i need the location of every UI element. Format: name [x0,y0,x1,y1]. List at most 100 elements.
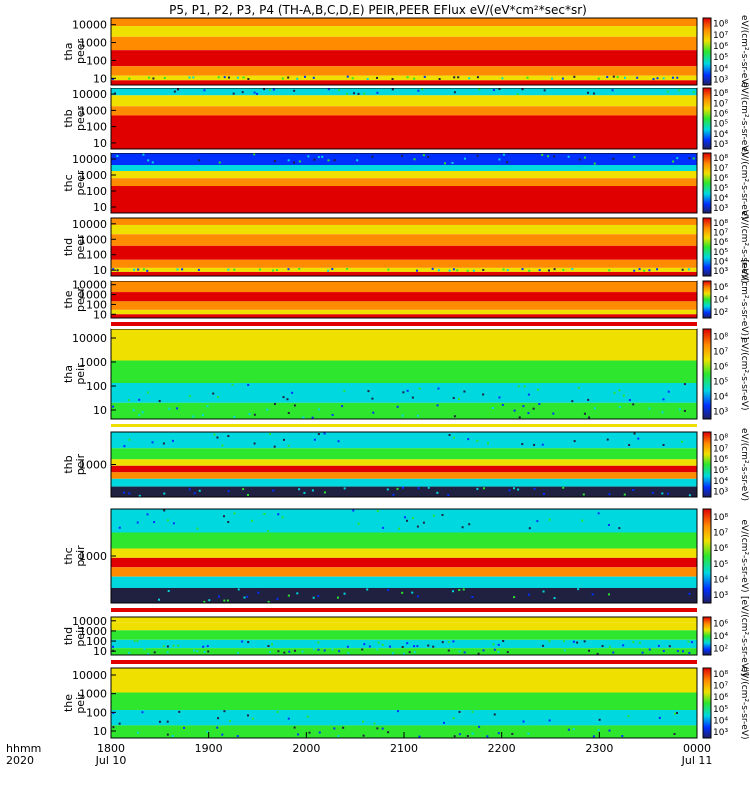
noise-speck [251,519,254,522]
noise-speck [577,732,580,735]
y-tick-label: 1000 [79,233,107,246]
noise-speck [356,406,359,409]
spectrogram-band [111,448,697,460]
noise-speck [218,161,221,164]
noise-speck [547,269,550,272]
spectrogram-band [111,472,697,479]
noise-speck [418,387,421,390]
noise-speck [291,391,294,394]
colorbar-label: eV/(cm²-s-sr-eV) [739,15,749,88]
spectrogram-band [111,402,697,419]
noise-speck [456,269,459,272]
noise-speck [287,594,290,597]
noise-speck [582,440,585,443]
y-tick-label: 1000 [79,550,107,563]
x-tick-label: 2300 [585,742,613,755]
noise-speck [463,651,466,654]
noise-speck [317,156,320,159]
panel-probe-label: thd [62,238,75,256]
noise-speck [458,589,461,592]
noise-speck [496,494,499,497]
colorbar [702,328,712,420]
y-tick-label: 10000 [72,669,107,682]
y-tick-label: 10000 [72,615,107,628]
noise-speck [673,733,676,736]
noise-speck [248,413,251,416]
noise-speck [441,641,444,644]
spectrogram-band [111,66,697,76]
noise-speck [376,727,379,730]
noise-speck [692,91,695,94]
noise-speck [298,267,301,270]
noise-speck [502,650,505,653]
noise-speck [553,268,556,271]
y-tick-label: 10 [93,725,107,738]
noise-speck [261,650,264,653]
gap-marker [111,424,697,427]
noise-speck [592,735,595,738]
noise-speck [532,723,535,726]
y-tick-label: 10 [93,308,107,321]
noise-speck [216,396,219,399]
colorbar-tick-label: 10⁷ [713,444,728,454]
noise-speck [632,489,635,492]
noise-speck [441,513,444,516]
noise-speck [222,515,225,518]
noise-speck [163,509,166,512]
spectrogram-band [111,509,697,533]
spectrogram-band [111,186,697,213]
noise-speck [637,437,640,440]
noise-speck [271,643,274,646]
noise-speck [342,726,345,729]
noise-speck [567,413,570,416]
noise-speck [227,521,230,524]
spectrogram-band [111,532,697,549]
noise-speck [222,411,225,414]
noise-speck [538,595,541,598]
colorbar [702,431,712,498]
noise-speck [241,640,244,643]
noise-speck [308,731,311,734]
noise-speck [273,402,276,405]
spectrogram-band [111,465,697,473]
noise-speck [406,389,409,392]
noise-speck [521,268,524,271]
noise-speck [247,383,250,386]
noise-speck [486,735,489,738]
noise-speck [583,412,586,415]
noise-speck [193,492,196,495]
noise-speck [616,596,619,599]
noise-speck [362,493,365,496]
noise-speck [406,89,409,92]
colorbar-tick-label: 10⁶ [713,42,728,52]
noise-speck [393,526,396,529]
noise-speck [237,91,240,94]
noise-speck [673,712,676,715]
colorbar-label: eV/(cm²-s-sr-eV) [739,428,749,501]
noise-speck [188,488,191,491]
noise-speck [638,268,641,271]
noise-speck [612,651,615,654]
noise-speck [351,77,354,80]
noise-speck [583,640,586,643]
noise-speck [666,492,669,495]
colorbar-tick-label: 10⁵ [713,378,728,388]
noise-speck [401,646,404,649]
noise-speck [231,383,234,386]
spectrogram-band [111,36,697,51]
noise-speck [113,440,116,443]
noise-speck [127,399,130,402]
noise-speck [207,650,210,653]
noise-speck [113,387,116,390]
noise-speck [513,650,516,653]
noise-speck [427,644,430,647]
noise-speck [608,645,611,648]
panel-probe-label: thc [62,174,75,191]
noise-speck [448,434,451,437]
noise-speck [138,398,141,401]
noise-speck [327,88,330,91]
noise-speck [132,409,135,412]
noise-speck [627,715,630,718]
noise-speck [197,268,200,271]
